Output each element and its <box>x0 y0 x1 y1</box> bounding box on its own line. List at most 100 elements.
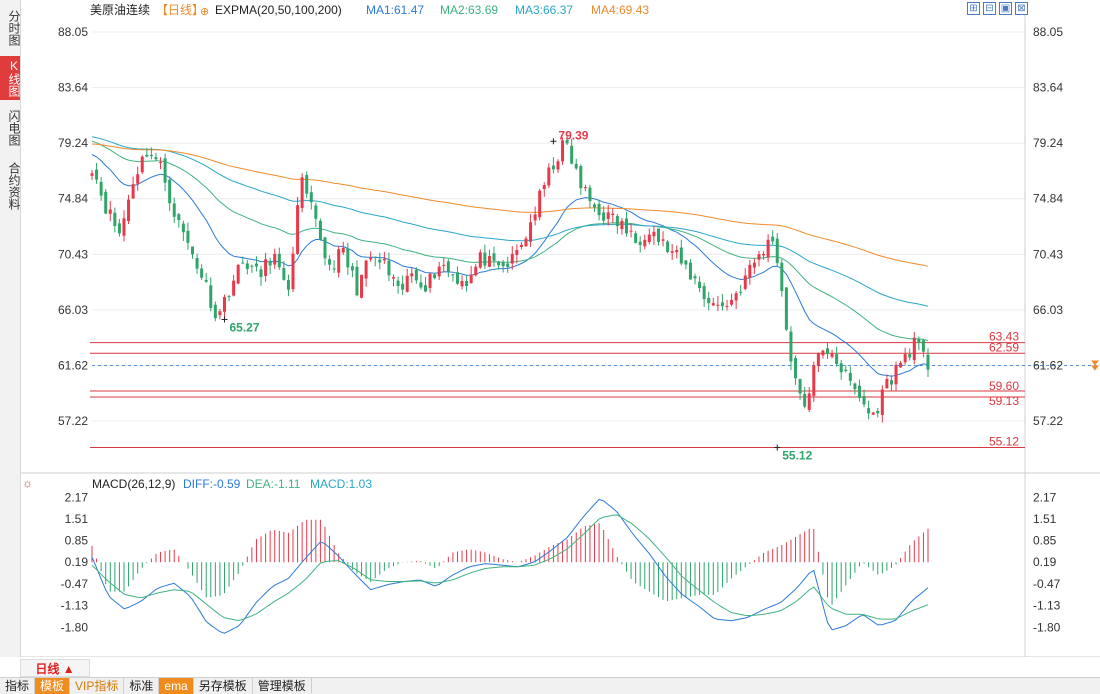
candle-body <box>602 212 606 221</box>
candle-body <box>140 156 144 173</box>
candle-body <box>862 395 866 405</box>
tab-ema[interactable]: ema <box>159 678 194 694</box>
candle-body <box>638 241 642 246</box>
macd-y-tick-right: 0.19 <box>1033 555 1057 569</box>
chart-grid <box>20 12 1100 657</box>
y-tick-label-right: 83.64 <box>1033 81 1063 95</box>
candle-body <box>629 230 633 232</box>
tab-contract-info[interactable]: 合约资料 <box>7 162 21 210</box>
tab-indicator[interactable]: 指标 <box>0 678 36 694</box>
marker-label: 79.39 <box>558 128 588 142</box>
candle-body <box>159 161 163 163</box>
y-tick-label-left: 74.84 <box>58 192 88 206</box>
candle-body <box>478 252 482 268</box>
candle-body <box>154 157 158 160</box>
level-label: 59.13 <box>989 394 1019 408</box>
candle-body <box>300 177 304 208</box>
candle-body <box>492 253 496 261</box>
candle-body <box>487 256 491 267</box>
candle-body <box>451 274 455 276</box>
indicator-name: EXPMA(20,50,100,200) <box>215 3 342 17</box>
fit-icon[interactable]: ▣ <box>999 2 1012 15</box>
candle-body <box>784 287 788 330</box>
candle-body <box>286 280 290 290</box>
ma1-value: MA1:61.47 <box>366 3 424 17</box>
candle-body <box>433 274 437 279</box>
add-indicator-icon[interactable]: ⊕ <box>200 6 209 18</box>
candle-body <box>446 261 450 273</box>
candle-body <box>131 184 135 199</box>
marker-label: 55.12 <box>782 449 812 463</box>
candle-body <box>794 358 798 379</box>
candle-body <box>816 353 820 366</box>
zoom-in-icon[interactable]: ⊞ <box>967 2 980 15</box>
ma3-value: MA3:66.37 <box>515 3 573 17</box>
tab-template[interactable]: 模板 <box>35 678 71 694</box>
candle-body <box>583 187 587 189</box>
candle-body <box>748 264 752 278</box>
candle-body <box>757 254 761 260</box>
macd-panel: 2.17 2.17 1.51 1.51 0.85 0.85 0.19 0.19 -0.47 -0.… <box>61 491 1061 635</box>
candle-body <box>780 262 784 292</box>
candle-body <box>195 258 199 269</box>
tab-standard[interactable]: 标准 <box>124 678 160 694</box>
candle-body <box>309 192 313 203</box>
candle-body <box>579 165 583 189</box>
candle-body <box>771 236 775 242</box>
candle-body <box>501 262 505 267</box>
candle-body <box>127 199 131 222</box>
candle-body <box>497 261 501 266</box>
candle-body <box>620 220 624 230</box>
candle-body <box>574 163 578 169</box>
candle-body <box>812 365 816 396</box>
candle-body <box>675 250 679 253</box>
candle-body <box>611 213 615 216</box>
y-tick-label-left: 79.24 <box>58 136 88 150</box>
zoom-out-icon[interactable]: ⊟ <box>983 2 996 15</box>
y-tick-label-left: 61.62 <box>58 359 88 373</box>
candle-body <box>798 379 802 394</box>
candle-body <box>551 165 555 170</box>
candle-body <box>688 262 692 280</box>
close-panel-icon[interactable]: ⊠ <box>1015 2 1028 15</box>
candle-body <box>821 350 825 356</box>
candle-body <box>149 154 153 156</box>
period-tag: 【日线】 <box>156 3 204 17</box>
candle-body <box>232 280 236 296</box>
candle-body <box>807 393 811 410</box>
tab-kline-chart[interactable]: K线图 <box>0 56 21 100</box>
macd-y-tick-left: 0.85 <box>65 534 89 548</box>
ma-lines <box>91 136 929 377</box>
level-label: 62.59 <box>989 340 1019 354</box>
ma4-value: MA4:69.43 <box>591 3 649 17</box>
tab-time-chart[interactable]: 分时图 <box>7 10 21 46</box>
candle-body <box>643 239 647 247</box>
macd-dea-line <box>91 514 929 622</box>
candle-body <box>720 302 724 307</box>
candle-body <box>369 257 373 260</box>
candle-body <box>387 260 391 276</box>
candle-body <box>410 273 414 277</box>
tab-vip-indicator[interactable]: VIP指标 <box>70 678 125 694</box>
tab-flash-chart[interactable]: 闪电图 <box>7 110 21 146</box>
candle-body <box>730 299 734 305</box>
candle-body <box>396 280 400 286</box>
candle-body <box>670 251 674 253</box>
tab-save-template[interactable]: 另存模板 <box>194 678 253 694</box>
candle-body <box>465 281 469 286</box>
candle-body <box>666 241 670 252</box>
candle-body <box>542 185 546 190</box>
candle-body <box>803 393 807 407</box>
candle-body <box>506 263 510 267</box>
candle-body <box>469 274 473 284</box>
candle-body <box>296 205 300 254</box>
macd-settings-icon[interactable]: ☼ <box>22 476 33 490</box>
period-selector-button[interactable]: 日线 ▲ <box>20 659 90 677</box>
macd-y-tick-right: 1.51 <box>1033 512 1057 526</box>
candle-body <box>346 248 350 268</box>
candle-body <box>382 258 386 261</box>
candle-body <box>222 296 226 312</box>
candle-body <box>218 311 222 316</box>
tab-manage-template[interactable]: 管理模板 <box>253 678 312 694</box>
